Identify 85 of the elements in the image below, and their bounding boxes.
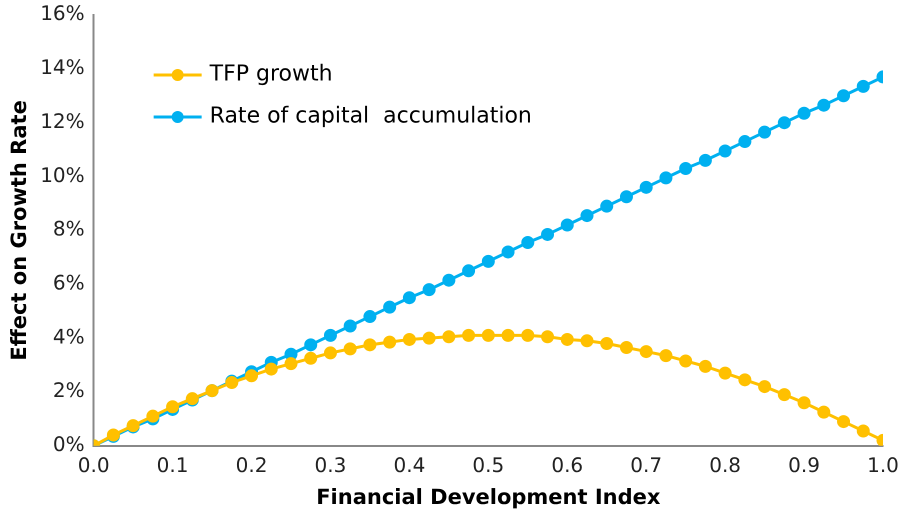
point [245,369,258,382]
point [600,336,614,350]
point [560,218,574,232]
point [817,98,830,112]
point [324,346,337,360]
point [422,332,436,345]
x-tick-label: 1.0 [867,453,899,478]
point [363,310,376,324]
point [560,332,574,346]
point [600,200,614,213]
x-tick-label: 0.9 [788,453,820,478]
point [344,342,357,356]
point [640,345,653,358]
point [798,106,811,120]
y-tick-label: 4% [52,324,85,348]
point [462,264,476,278]
point [521,328,534,342]
x-tick-label: 0.6 [551,453,584,478]
point [304,338,318,352]
x-tick-label: 0.3 [314,453,346,478]
x-axis-title: Financial Development Index [316,484,661,509]
point [166,400,180,414]
point [718,366,732,380]
point [422,283,436,296]
point [383,300,396,314]
point [462,328,476,342]
point [541,330,554,344]
point [698,154,712,167]
point [718,144,732,158]
point [344,319,357,332]
point [837,89,850,102]
point [442,274,456,287]
point [502,328,515,342]
y-tick-label: 8% [52,216,85,241]
point [482,254,495,268]
legend-label: TFP growth [208,62,333,87]
point [837,415,850,428]
point [304,352,318,365]
point [778,116,791,130]
point [580,334,594,348]
x-tick-label: 0.1 [156,453,188,478]
point [698,360,712,373]
y-tick-label: 16% [40,1,85,26]
point [640,180,653,194]
point [402,332,416,346]
y-tick-label: 14% [40,55,85,80]
point [541,228,554,241]
point [324,328,337,342]
point [264,362,278,376]
point [659,171,672,184]
point [817,406,830,419]
x-tick-label: 0.8 [709,453,742,478]
point [758,380,772,394]
point [502,245,515,258]
x-tick-label: 0.5 [472,453,504,478]
point [679,162,692,175]
x-tick-label: 0.7 [630,453,662,478]
point [856,424,870,438]
point [679,354,692,368]
point [363,338,376,352]
point [146,410,160,423]
x-tick-label: 0.4 [393,453,426,478]
point [402,291,416,304]
y-tick-label: 6% [52,270,85,294]
point [482,328,495,342]
point [798,396,811,410]
point [442,330,456,344]
point [284,357,298,370]
y-axis-title: Effect on Growth Rate [7,100,32,361]
point [383,336,396,349]
point [659,349,672,362]
y-tick-label: 2% [52,378,85,402]
legend-label: Rate of capital accumulation [210,104,532,129]
point [620,190,633,204]
x-tick-label: 0.2 [236,453,268,478]
point [738,373,752,386]
point [738,135,752,148]
point [620,341,633,354]
y-tick-label: 12% [40,108,85,133]
point [580,209,594,222]
point [778,388,791,402]
point [521,236,534,250]
y-tick-label: 10% [40,162,85,187]
point [758,126,772,139]
point [856,80,870,93]
